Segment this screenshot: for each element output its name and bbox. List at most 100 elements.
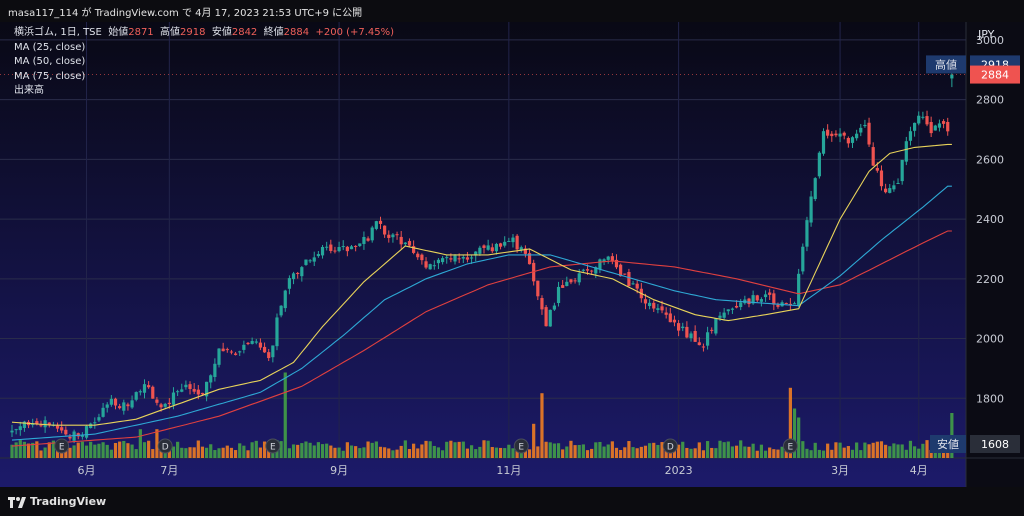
volume-bar: [482, 440, 486, 458]
volume-bar: [453, 442, 457, 458]
legend-volume[interactable]: 出来高: [14, 85, 44, 96]
volume-bar: [701, 450, 706, 458]
volume-bar: [233, 450, 238, 458]
candle-body: [482, 245, 486, 248]
legend-ma75[interactable]: MA (75, close): [14, 70, 86, 82]
candle-body: [47, 422, 51, 425]
x-tick-label: 2023: [665, 464, 693, 477]
last-price-value: 2884: [981, 69, 1009, 82]
volume-bar: [830, 449, 834, 458]
candle-body: [768, 292, 772, 295]
volume-bar: [374, 441, 378, 458]
volume-bar: [817, 449, 821, 458]
volume-bar: [643, 445, 648, 458]
candle-body: [540, 298, 544, 310]
candle-body: [113, 398, 118, 406]
volume-bar: [341, 450, 345, 458]
candle-body: [262, 346, 267, 353]
candle-body: [490, 247, 494, 252]
candle-body: [730, 308, 735, 310]
candle-body: [830, 133, 834, 137]
volume-bar: [614, 447, 619, 458]
volume-bar: [72, 445, 76, 458]
volume-bar: [635, 448, 639, 458]
volume-bar: [532, 423, 536, 458]
candle-body: [316, 254, 320, 257]
candle-body: [130, 400, 134, 408]
y-tick-label: 1800: [976, 392, 1004, 405]
volume-bar: [805, 448, 809, 458]
volume-bar: [859, 450, 863, 458]
volume-bar: [304, 441, 308, 458]
volume-bar: [734, 445, 739, 458]
candle-body: [826, 129, 830, 136]
low-value-box: [970, 435, 1020, 453]
candle-body: [291, 273, 296, 280]
candle-body: [358, 243, 362, 246]
event-marker-E: [54, 438, 70, 454]
volume-bar: [217, 448, 221, 458]
legend-ma25[interactable]: MA (25, close): [14, 41, 86, 53]
legend-low-label: 安値: [211, 27, 232, 38]
candle-body: [457, 258, 461, 260]
candle-body: [507, 240, 511, 242]
candle-body: [200, 392, 205, 395]
volume-bar: [565, 446, 569, 458]
candle-body: [627, 271, 631, 287]
volume-bar: [498, 447, 503, 458]
candle-body: [776, 304, 780, 307]
volume-bar: [693, 448, 697, 458]
volume-bar: [308, 442, 312, 458]
volume-bar: [209, 444, 213, 458]
volume-bar: [151, 449, 155, 458]
volume-bar: [229, 447, 234, 458]
volume-bar: [490, 447, 494, 458]
volume-bar: [93, 444, 97, 458]
candle-body: [594, 267, 598, 274]
candle-body: [453, 255, 457, 262]
candle-body: [614, 259, 619, 268]
volume-bar: [432, 445, 436, 458]
candle-body: [204, 381, 209, 397]
candle-body: [329, 244, 333, 251]
event-marker-E: [513, 438, 529, 454]
candle-body: [89, 423, 93, 429]
legend-ma50[interactable]: MA (50, close): [14, 56, 86, 67]
candle-body: [610, 256, 614, 262]
volume-bar: [391, 450, 395, 458]
volume-bar: [213, 450, 217, 458]
volume-bar: [31, 442, 35, 458]
candle-body: [581, 269, 585, 271]
volume-bar: [664, 449, 668, 458]
candle-body: [747, 298, 751, 305]
candle-body: [941, 121, 946, 124]
volume-bar: [184, 448, 188, 458]
candle-body: [606, 256, 610, 260]
volume-bar: [84, 445, 89, 458]
candle-body: [486, 245, 490, 250]
volume-bar: [378, 446, 383, 458]
volume-bar: [424, 440, 428, 458]
x-tick-label: 4月: [910, 464, 928, 477]
y-tick-label: 3000: [976, 34, 1004, 47]
volume-bar: [648, 443, 652, 458]
candle-body: [122, 402, 126, 411]
candle-body: [312, 257, 316, 262]
candle-body: [697, 342, 701, 346]
volume-bar: [867, 444, 871, 458]
candle-body: [163, 403, 167, 407]
candle-body: [598, 259, 602, 270]
volume-bar: [747, 446, 751, 458]
candle-body: [366, 238, 370, 241]
y-tick-label: 2600: [976, 153, 1004, 166]
volume-bar: [113, 442, 118, 458]
volume-bar: [681, 441, 685, 458]
candle-body: [705, 332, 710, 346]
candle-body: [515, 235, 519, 250]
candle-body: [354, 245, 358, 247]
volume-bar: [527, 449, 532, 458]
volume-bar: [896, 444, 900, 458]
volume-bar: [763, 450, 768, 458]
volume-bar: [403, 440, 407, 458]
